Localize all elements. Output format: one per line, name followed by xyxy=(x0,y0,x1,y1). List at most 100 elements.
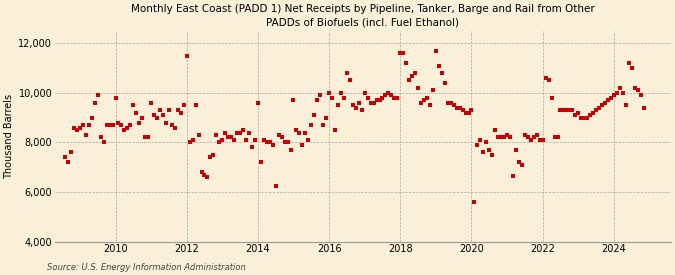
Point xyxy=(69,125,80,130)
Point xyxy=(92,93,103,98)
Point xyxy=(205,155,216,160)
Point xyxy=(425,103,435,108)
Point xyxy=(235,130,246,135)
Point xyxy=(478,150,489,155)
Point xyxy=(122,125,133,130)
Point xyxy=(276,135,287,140)
Point xyxy=(585,113,595,117)
Point xyxy=(134,120,144,125)
Point xyxy=(324,91,335,95)
Point xyxy=(342,71,352,75)
Point xyxy=(196,170,207,174)
Point xyxy=(335,91,346,95)
Point xyxy=(89,101,100,105)
Point xyxy=(113,120,124,125)
Point xyxy=(327,96,338,100)
Point xyxy=(502,133,512,137)
Point xyxy=(84,123,95,127)
Point xyxy=(288,98,299,103)
Point xyxy=(211,133,222,137)
Point xyxy=(460,111,471,115)
Point xyxy=(475,138,486,142)
Point xyxy=(618,91,628,95)
Point xyxy=(255,160,266,164)
Point xyxy=(431,49,441,53)
Point xyxy=(561,108,572,112)
Point xyxy=(374,98,385,103)
Point xyxy=(516,163,527,167)
Point xyxy=(306,123,317,127)
Point xyxy=(279,140,290,145)
Point xyxy=(635,93,646,98)
Point xyxy=(146,101,157,105)
Point xyxy=(172,108,183,112)
Point xyxy=(80,133,91,137)
Point xyxy=(623,61,634,65)
Point xyxy=(59,155,70,160)
Point xyxy=(522,135,533,140)
Point xyxy=(182,54,192,58)
Point xyxy=(244,130,254,135)
Point xyxy=(535,138,545,142)
Point xyxy=(472,143,483,147)
Point xyxy=(392,96,403,100)
Point xyxy=(241,138,252,142)
Point xyxy=(525,138,536,142)
Point xyxy=(104,123,115,127)
Point xyxy=(217,138,227,142)
Point xyxy=(229,138,240,142)
Point xyxy=(454,106,465,110)
Point xyxy=(131,111,142,115)
Point xyxy=(223,135,234,140)
Point xyxy=(546,96,557,100)
Y-axis label: Thousand Barrels: Thousand Barrels xyxy=(4,94,14,179)
Point xyxy=(463,111,474,115)
Point xyxy=(184,140,195,145)
Point xyxy=(356,108,367,112)
Point xyxy=(259,138,269,142)
Point xyxy=(303,138,314,142)
Point xyxy=(99,140,109,145)
Point xyxy=(466,108,477,112)
Text: Source: U.S. Energy Information Administration: Source: U.S. Energy Information Administ… xyxy=(47,263,246,272)
Point xyxy=(608,93,619,98)
Point xyxy=(612,91,622,95)
Point xyxy=(321,116,331,120)
Point xyxy=(167,123,178,127)
Point xyxy=(155,108,165,112)
Point xyxy=(398,51,408,56)
Point xyxy=(101,123,112,127)
Point xyxy=(564,108,575,112)
Point xyxy=(540,76,551,80)
Point xyxy=(597,103,608,108)
Point xyxy=(252,101,263,105)
Point xyxy=(116,123,127,127)
Point xyxy=(74,125,85,130)
Point xyxy=(570,113,580,117)
Point xyxy=(365,101,376,105)
Point xyxy=(442,101,453,105)
Point xyxy=(389,96,400,100)
Point xyxy=(157,113,168,117)
Title: Monthly East Coast (PADD 1) Net Receipts by Pipeline, Tanker, Barge and Rail fro: Monthly East Coast (PADD 1) Net Receipts… xyxy=(131,4,595,28)
Point xyxy=(603,98,614,103)
Point xyxy=(110,96,121,100)
Point xyxy=(410,71,421,75)
Point xyxy=(273,133,284,137)
Point xyxy=(282,140,293,145)
Point xyxy=(107,123,118,127)
Point xyxy=(178,103,189,108)
Point xyxy=(140,135,151,140)
Point xyxy=(558,108,569,112)
Point xyxy=(270,184,281,188)
Point xyxy=(401,61,412,65)
Point xyxy=(137,116,148,120)
Point xyxy=(95,135,106,140)
Point xyxy=(315,93,325,98)
Point xyxy=(125,123,136,127)
Point xyxy=(484,148,495,152)
Point xyxy=(531,133,542,137)
Point xyxy=(238,128,248,132)
Point xyxy=(457,108,468,112)
Point xyxy=(220,130,231,135)
